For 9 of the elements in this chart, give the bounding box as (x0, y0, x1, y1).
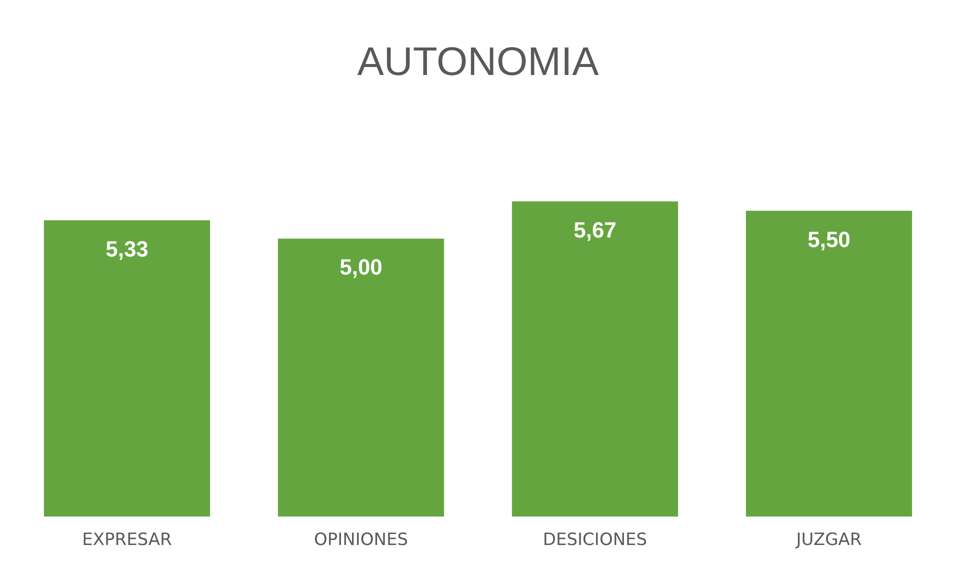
chart-title: AUTONOMIA (357, 40, 600, 84)
x-tick-label: OPINIONES (314, 530, 408, 550)
data-label: 5,00 (340, 254, 382, 280)
x-tick-label: JUZGAR (795, 530, 862, 550)
data-label: 5,50 (808, 226, 850, 252)
data-label: 5,33 (106, 236, 148, 262)
x-tick-label: DESICIONES (542, 530, 648, 550)
x-tick-label: EXPRESAR (82, 530, 172, 550)
data-label: 5,67 (574, 217, 616, 242)
